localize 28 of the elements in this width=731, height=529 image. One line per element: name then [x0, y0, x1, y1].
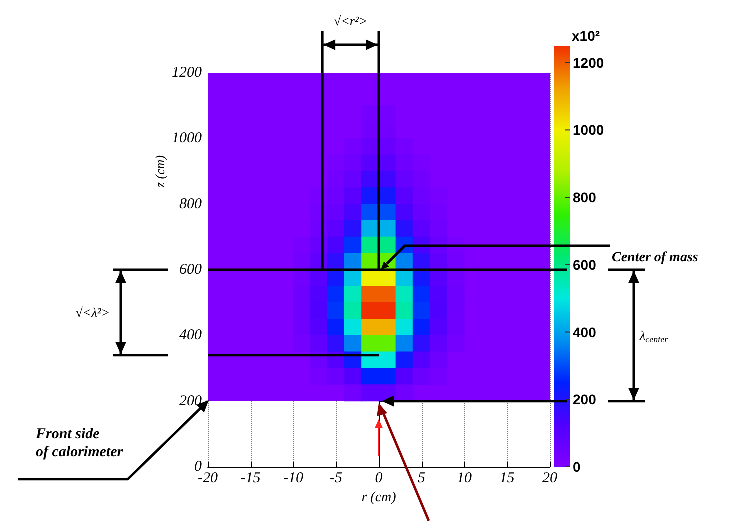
color-bar-label: 400 [573, 324, 597, 340]
x-tick-label: -15 [240, 470, 262, 486]
x-tick-label: 10 [457, 470, 472, 486]
color-bar-title: x10² [572, 28, 600, 44]
x-tick-label: 5 [418, 470, 426, 486]
ref-line-label: Center of mass [612, 250, 699, 266]
y-tick-label: 1000 [172, 130, 202, 147]
color-bar-label: 1200 [573, 54, 604, 71]
color-bar-label: 800 [573, 190, 597, 206]
x-tick-label: 20 [542, 470, 558, 486]
text: √<λ²> [76, 305, 110, 320]
x-tick-label: -5 [330, 470, 343, 486]
y-tick-label: 1200 [172, 65, 202, 81]
color-bar-label: 600 [573, 256, 597, 273]
y-tick-label: 600 [180, 262, 202, 278]
color-bar-label: 0 [573, 459, 581, 475]
ref-line-label: √<r²> [334, 14, 368, 28]
color-bar-label: 200 [573, 392, 597, 408]
x-axis-title: r (cm) [362, 490, 397, 506]
color-bar-label: 1000 [573, 122, 604, 138]
y-axis-title: z (cm) [152, 155, 168, 189]
x-tick-label: -10 [284, 470, 304, 486]
text: Front side of calorimeter [35, 426, 124, 460]
x-tick-label: 15 [500, 470, 516, 486]
y-tick-label: 800 [180, 196, 202, 212]
y-tick-label: 200 [180, 393, 202, 410]
y-tick-label: 400 [180, 328, 202, 344]
x-tick-label: 0 [375, 470, 384, 486]
